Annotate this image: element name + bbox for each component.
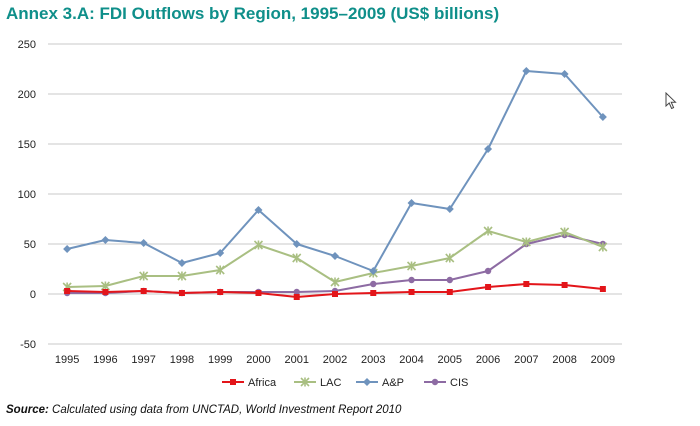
series-africa — [64, 281, 606, 300]
data-point — [408, 289, 415, 295]
series-a-p — [63, 67, 607, 275]
x-tick-label: 2002 — [323, 354, 347, 366]
legend-label: A&P — [382, 377, 404, 389]
x-axis-ticks: 1995 1996 1997 1998 1999 2000 2001 2002 2003 2004… — [55, 354, 615, 366]
data-point — [598, 242, 608, 252]
data-point — [446, 276, 453, 284]
legend: Africa LAC A&P CIS — [222, 377, 468, 389]
data-point — [561, 282, 568, 288]
gridlines — [48, 43, 622, 345]
legend-marker — [230, 379, 236, 385]
legend-item-lac: LAC — [294, 377, 341, 389]
data-point — [598, 113, 607, 121]
data-point — [139, 271, 149, 281]
y-tick-label: 200 — [18, 89, 36, 101]
data-point — [102, 289, 109, 295]
data-point — [521, 237, 531, 247]
legend-label: LAC — [320, 377, 341, 389]
data-point — [293, 294, 300, 300]
data-point — [292, 253, 302, 263]
x-tick-label: 2000 — [246, 354, 270, 366]
series-layer — [62, 67, 608, 300]
data-point — [446, 289, 453, 295]
data-point — [292, 240, 301, 248]
legend-item-cis: CIS — [424, 377, 468, 389]
legend-item-a-p: A&P — [356, 377, 404, 389]
source-note: Source: Calculated using data from UNCTA… — [6, 404, 401, 416]
data-point — [369, 267, 378, 275]
data-point — [253, 240, 264, 250]
x-tick-label: 1995 — [55, 354, 79, 366]
x-tick-label: 2006 — [476, 354, 500, 366]
legend-item-africa: Africa — [222, 377, 277, 389]
x-tick-label: 1997 — [131, 354, 155, 366]
source-text: Calculated using data from UNCTAD, World… — [52, 404, 402, 416]
data-point — [215, 265, 225, 275]
data-point — [64, 288, 71, 294]
source-label: Source: — [6, 404, 49, 416]
data-point — [485, 284, 492, 290]
x-tick-label: 1996 — [93, 354, 117, 366]
data-point — [216, 249, 225, 257]
legend-marker — [300, 377, 310, 387]
data-point — [331, 252, 339, 260]
y-tick-label: 100 — [18, 189, 36, 201]
x-tick-label: 2009 — [591, 354, 615, 366]
y-axis-ticks: -50 0 50 100 150 200 250 — [18, 39, 36, 351]
data-point — [177, 259, 186, 267]
x-tick-label: 2003 — [361, 354, 385, 366]
x-tick-label: 1999 — [208, 354, 232, 366]
data-point — [139, 239, 148, 247]
data-point — [140, 288, 147, 294]
line-chart: -50 0 50 100 150 200 250 1995 1996 1997 1998 1999 2… — [18, 39, 622, 389]
data-point — [560, 70, 569, 78]
data-point — [255, 290, 262, 296]
y-tick-label: 150 — [18, 139, 36, 151]
data-point — [560, 227, 570, 237]
data-point — [217, 289, 224, 295]
data-point — [523, 281, 530, 287]
data-point — [178, 290, 185, 296]
x-tick-label: 2004 — [399, 354, 423, 366]
chart-title: Annex 3.A: FDI Outflows by Region, 1995–… — [6, 4, 500, 23]
mouse-cursor-icon — [665, 92, 677, 110]
data-point — [370, 280, 377, 288]
data-point — [484, 267, 492, 275]
data-point — [407, 199, 416, 207]
x-tick-label: 2008 — [552, 354, 576, 366]
data-point — [293, 288, 300, 296]
data-point — [101, 236, 110, 244]
x-tick-label: 2001 — [284, 354, 308, 366]
data-point — [254, 206, 263, 214]
data-point — [332, 291, 338, 297]
legend-label: CIS — [450, 377, 468, 389]
x-tick-label: 2007 — [514, 354, 538, 366]
data-point — [522, 67, 531, 75]
data-point — [406, 261, 417, 271]
data-point — [370, 290, 377, 296]
data-point — [330, 277, 340, 287]
y-tick-label: 0 — [30, 289, 36, 301]
data-point — [445, 253, 455, 263]
y-tick-label: 250 — [18, 39, 36, 51]
y-tick-label: -50 — [20, 339, 36, 351]
legend-marker — [363, 378, 371, 386]
legend-marker — [431, 378, 439, 386]
data-point — [483, 226, 493, 236]
data-point — [599, 286, 606, 292]
data-point — [484, 145, 493, 153]
legend-label: Africa — [248, 377, 277, 389]
data-point — [177, 271, 187, 281]
y-tick-label: 50 — [24, 239, 36, 251]
x-tick-label: 2005 — [438, 354, 462, 366]
x-tick-label: 1998 — [170, 354, 194, 366]
data-point — [445, 205, 454, 213]
data-point — [63, 245, 72, 253]
data-point — [408, 276, 415, 284]
